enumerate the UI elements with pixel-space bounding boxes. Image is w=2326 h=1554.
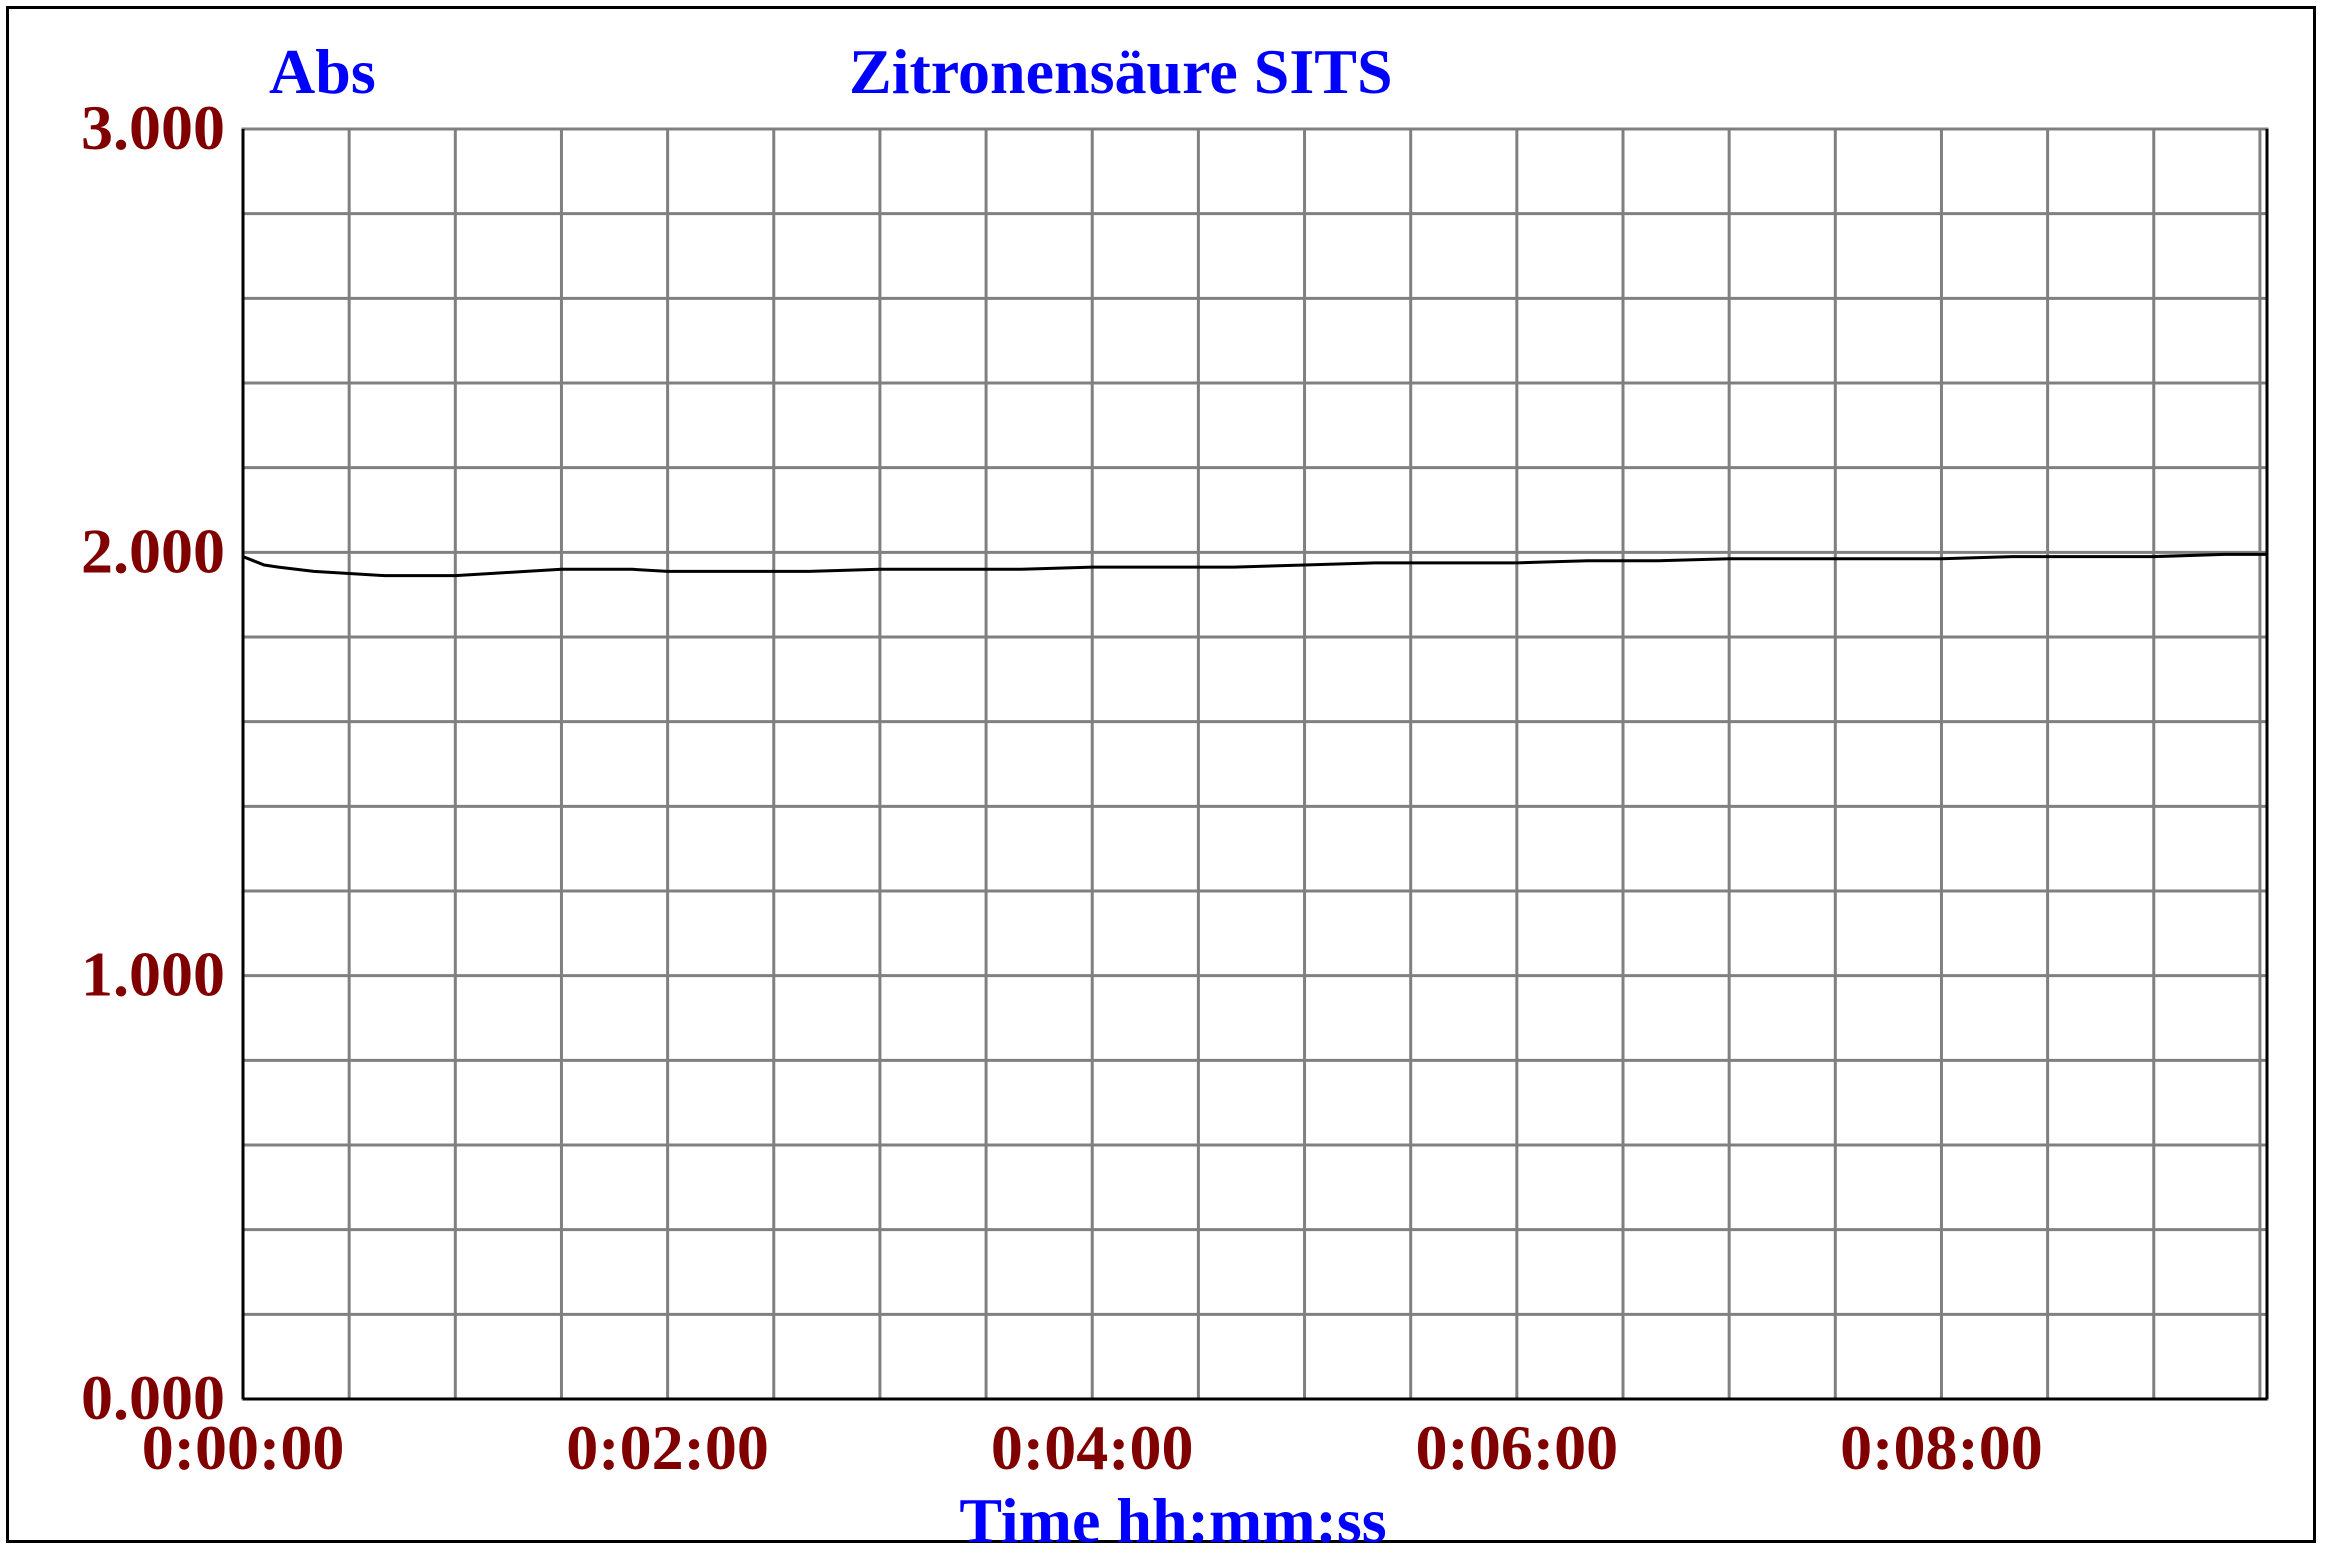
x-axis-label: Time hh:mm:ss — [959, 1485, 1386, 1546]
x-tick-label: 0:08:00 — [1840, 1412, 2043, 1483]
y-axis-label: Abs — [269, 36, 376, 107]
plot-area-border — [241, 127, 2269, 1401]
grid — [241, 127, 2267, 1401]
y-tick-labels: 0.000 1.000 2.000 3.000 — [81, 92, 225, 1433]
y-tick-label: 2.000 — [81, 515, 225, 586]
chart-frame: 0.000 1.000 2.000 3.000 0:00:00 0:02:00 0:04:… — [6, 6, 2316, 1546]
chart-svg: 0.000 1.000 2.000 3.000 0:00:00 0:02:00 0:04:… — [81, 36, 2269, 1546]
y-tick-label: 3.000 — [81, 92, 225, 163]
x-tick-label: 0:06:00 — [1416, 1412, 1619, 1483]
series-line-absorbance — [242, 552, 2267, 578]
x-tick-label: 0:04:00 — [991, 1412, 1194, 1483]
y-tick-label: 0.000 — [81, 1362, 225, 1433]
x-tick-labels: 0:00:00 0:02:00 0:04:00 0:06:00 0:08:00 — [142, 1412, 2043, 1483]
x-tick-label: 0:02:00 — [566, 1412, 769, 1483]
x-tick-label: 0:00:00 — [142, 1412, 345, 1483]
y-tick-label: 1.000 — [81, 939, 225, 1010]
chart-title: Zitronensäure SITS — [849, 36, 1393, 107]
